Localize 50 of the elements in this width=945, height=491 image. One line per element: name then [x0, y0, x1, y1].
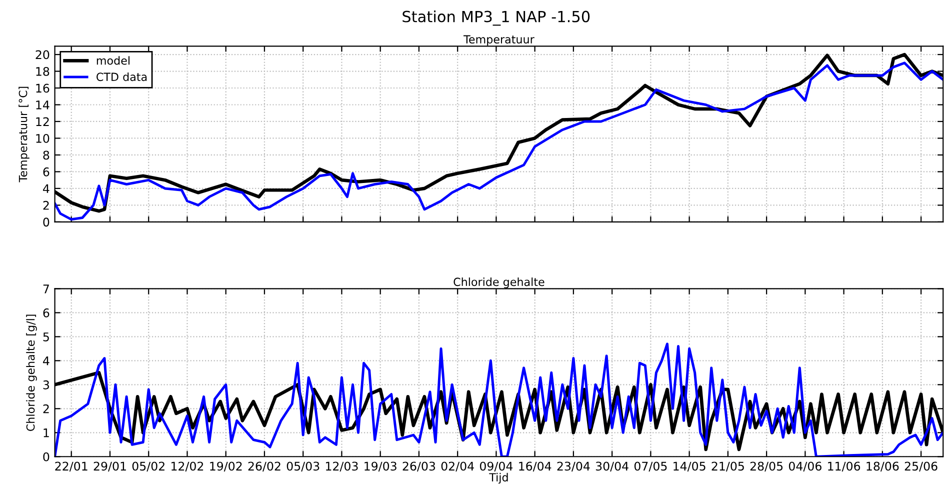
- y-tick-label: 2: [43, 404, 49, 414]
- y-tick-label: 4: [43, 184, 50, 193]
- x-tick-label: 14/05: [674, 462, 706, 472]
- y-tick-label: 4: [43, 356, 50, 366]
- y-tick-label: 1: [44, 428, 49, 438]
- y-tick-label: 8: [43, 150, 50, 160]
- x-tick-label: 19/03: [364, 462, 396, 472]
- x-tick-label: 21/05: [712, 462, 744, 472]
- x-tick-label: 18/06: [866, 462, 899, 472]
- x-tick-label: 11/06: [828, 462, 860, 472]
- x-tick-label: 05/03: [286, 462, 320, 472]
- y-tick-label: 5: [43, 332, 49, 342]
- y-tick-label: 20: [36, 50, 50, 60]
- x-tick-label: 16/04: [519, 462, 552, 472]
- x-tick-label: 04/06: [788, 462, 822, 472]
- x-tick-label: 22/01: [55, 462, 88, 472]
- legend-label: CTD data: [96, 72, 147, 82]
- y-tick-label: 6: [43, 167, 50, 176]
- y-tick-label: 16: [36, 84, 50, 93]
- chart-title: Chloride gehalte: [454, 277, 544, 288]
- chart-subtitle: Temperatuur: [464, 35, 534, 46]
- y-tick-label: 6: [43, 308, 50, 318]
- x-tick-label: 29/01: [94, 462, 126, 472]
- x-tick-label: 19/02: [210, 462, 242, 472]
- y-tick-label: 18: [36, 66, 50, 76]
- x-tick-label: 30/04: [596, 462, 628, 472]
- y-tick-label: 0: [43, 218, 50, 227]
- y-tick-label: 10: [36, 134, 50, 143]
- x-tick-label: 25/06: [904, 462, 938, 472]
- x-tick-label: 05/02: [132, 462, 164, 472]
- x-axis-title: Tijd: [489, 472, 508, 484]
- x-tick-label: 02/04: [441, 462, 474, 472]
- legend-label: model: [96, 56, 130, 65]
- x-tick-label: 12/02: [172, 462, 204, 472]
- y-tick-label: 3: [43, 380, 50, 390]
- y-axis-title: Chloride gehalte [g/l]: [26, 314, 37, 431]
- y-tick-label: 0: [43, 452, 50, 462]
- y-tick-label: 7: [43, 284, 49, 294]
- y-axis-title: Temperatuur [°C]: [18, 86, 30, 182]
- x-tick-label: 09/04: [480, 462, 513, 472]
- x-tick-label: 28/05: [750, 462, 783, 472]
- y-tick-label: 2: [43, 200, 49, 210]
- x-tick-label: 12/03: [326, 462, 358, 472]
- y-tick-label: 12: [36, 117, 49, 126]
- x-tick-label: 07/05: [634, 462, 667, 472]
- x-tick-label: 26/03: [402, 462, 436, 472]
- y-tick-label: 14: [36, 100, 50, 110]
- chart-title: Station MP3_1 NAP -1.50: [402, 10, 590, 26]
- x-tick-label: 26/02: [248, 462, 280, 472]
- x-tick-label: 23/04: [557, 462, 590, 472]
